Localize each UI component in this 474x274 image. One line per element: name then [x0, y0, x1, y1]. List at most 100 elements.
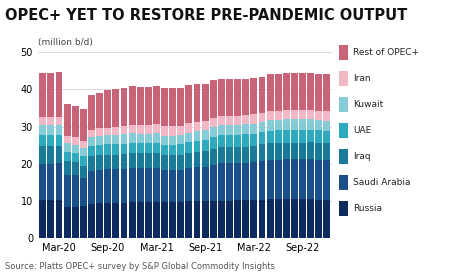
Bar [299, 159, 306, 199]
Bar [275, 130, 282, 143]
Bar [47, 117, 55, 125]
Bar [226, 164, 233, 201]
Bar [145, 168, 152, 202]
Bar [128, 86, 136, 125]
Bar [234, 135, 241, 147]
Bar [283, 199, 290, 238]
Bar [96, 93, 103, 129]
Bar [242, 79, 249, 115]
Bar [210, 80, 217, 118]
Bar [250, 162, 257, 200]
Bar [104, 90, 111, 128]
Bar [161, 145, 168, 155]
Bar [145, 202, 152, 238]
Bar [218, 164, 225, 201]
Bar [177, 170, 184, 202]
Bar [202, 151, 209, 167]
Bar [145, 87, 152, 125]
Bar [185, 133, 192, 142]
Bar [137, 87, 144, 125]
Bar [258, 161, 265, 200]
Bar [128, 133, 136, 142]
Bar [161, 170, 168, 202]
Bar [315, 200, 322, 238]
Bar [323, 200, 330, 238]
Bar [88, 204, 95, 238]
Bar [291, 199, 298, 238]
Bar [112, 155, 119, 169]
Bar [153, 86, 160, 124]
Bar [315, 111, 322, 120]
Bar [128, 202, 136, 238]
Bar [291, 73, 298, 110]
Bar [177, 126, 184, 135]
Bar [64, 136, 71, 143]
Bar [202, 167, 209, 201]
Text: Russia: Russia [353, 204, 382, 213]
Bar [55, 135, 63, 146]
Bar [153, 142, 160, 153]
Bar [193, 122, 201, 132]
Bar [120, 144, 128, 154]
Text: Rest of OPEC+: Rest of OPEC+ [353, 48, 419, 56]
Bar [177, 88, 184, 126]
Bar [55, 200, 63, 238]
Bar [242, 115, 249, 124]
Bar [120, 126, 128, 135]
Text: Saudi Arabia: Saudi Arabia [353, 178, 410, 187]
Bar [39, 200, 46, 238]
Bar [299, 130, 306, 142]
Bar [307, 119, 314, 130]
Bar [55, 117, 63, 125]
Bar [169, 136, 176, 145]
Bar [234, 125, 241, 135]
Bar [267, 111, 273, 120]
Bar [307, 159, 314, 199]
Bar [104, 128, 111, 135]
Bar [161, 88, 168, 126]
Bar [55, 146, 63, 164]
Bar [315, 120, 322, 130]
Bar [202, 140, 209, 151]
Bar [283, 119, 290, 130]
Bar [185, 142, 192, 153]
Bar [145, 125, 152, 134]
Bar [96, 145, 103, 155]
Bar [250, 124, 257, 134]
Bar [72, 145, 79, 153]
Bar [218, 79, 225, 116]
Bar [120, 169, 128, 202]
Bar [299, 142, 306, 159]
Bar [193, 141, 201, 152]
Bar [137, 134, 144, 143]
Bar [323, 143, 330, 160]
Bar [193, 201, 201, 238]
Bar [202, 201, 209, 238]
Bar [218, 125, 225, 135]
Bar [64, 161, 71, 175]
Bar [64, 143, 71, 152]
Bar [185, 85, 192, 123]
Bar [153, 153, 160, 168]
Bar [177, 155, 184, 170]
Bar [299, 73, 306, 110]
Bar [242, 124, 249, 135]
Bar [64, 152, 71, 161]
Bar [137, 202, 144, 238]
Bar [80, 109, 87, 141]
Bar [267, 199, 273, 238]
Bar [39, 73, 46, 117]
Bar [137, 143, 144, 153]
Bar [193, 84, 201, 122]
Bar [137, 125, 144, 134]
Bar [323, 75, 330, 111]
Text: Source: Platts OPEC+ survey by S&P Global Commodity Insights: Source: Platts OPEC+ survey by S&P Globa… [5, 262, 275, 271]
Bar [307, 73, 314, 110]
Bar [258, 77, 265, 113]
Text: Iran: Iran [353, 74, 371, 82]
Bar [218, 135, 225, 147]
Bar [145, 143, 152, 153]
Bar [299, 119, 306, 130]
Bar [210, 127, 217, 137]
Bar [72, 162, 79, 175]
